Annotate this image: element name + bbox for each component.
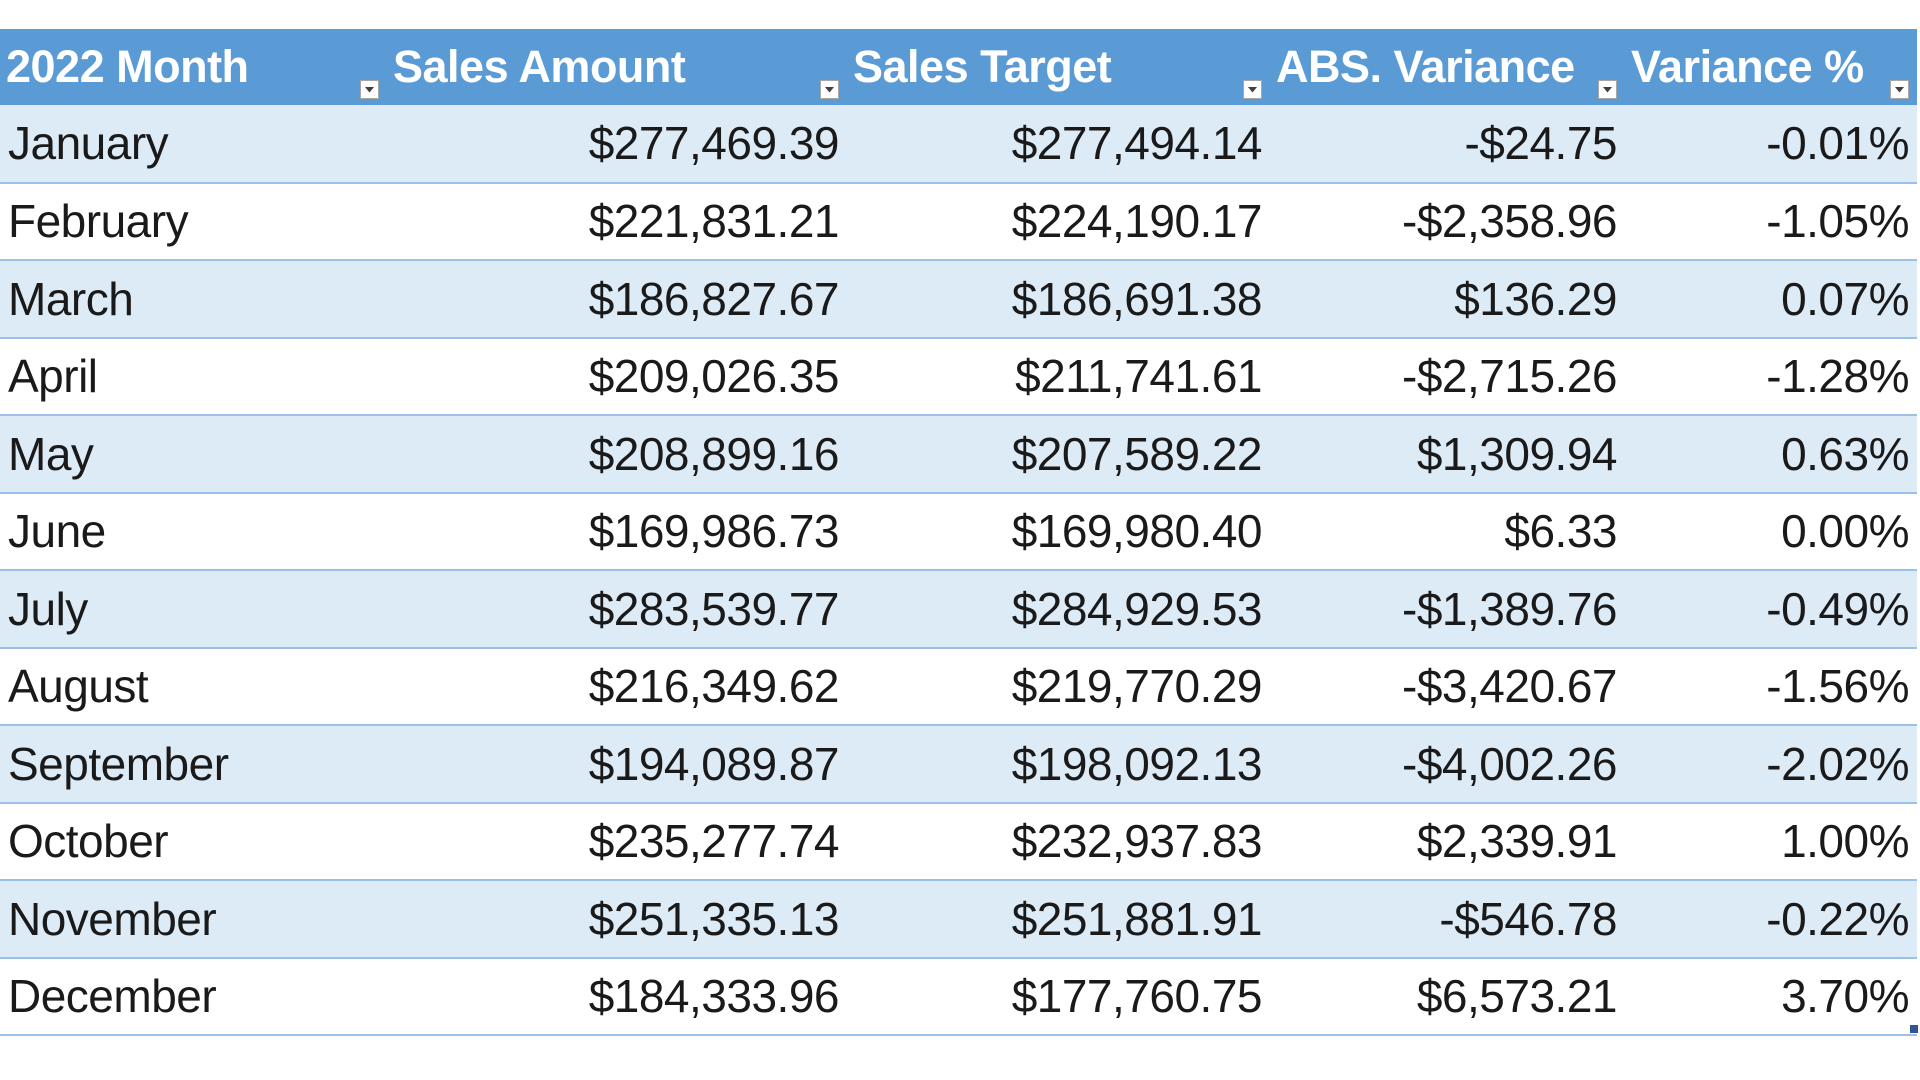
cell-sales-target[interactable]: $169,980.40 (847, 492, 1270, 571)
cell-abs-variance[interactable]: $6,573.21 (1270, 957, 1625, 1036)
cell-sales-target[interactable]: $277,494.14 (847, 105, 1270, 184)
cell-abs-variance[interactable]: -$3,420.67 (1270, 647, 1625, 726)
cell-month[interactable]: December (0, 957, 387, 1036)
cell-sales-amount[interactable]: $251,335.13 (387, 880, 847, 959)
table-row: August $216,349.62 $219,770.29 -$3,420.6… (0, 647, 1917, 726)
cell-abs-variance[interactable]: -$2,358.96 (1270, 182, 1625, 261)
cell-sales-amount[interactable]: $216,349.62 (387, 647, 847, 726)
chevron-down-icon (1603, 87, 1612, 93)
excel-table-sheet: 2022 Month Sales Amount Sales Target (0, 29, 1920, 1039)
cell-month[interactable]: November (0, 880, 387, 959)
cell-variance-pct[interactable]: 1.00% (1625, 802, 1917, 881)
filter-dropdown-button[interactable] (1243, 80, 1262, 99)
cell-sales-target[interactable]: $224,190.17 (847, 182, 1270, 261)
filter-dropdown-button[interactable] (1598, 80, 1617, 99)
cell-variance-pct[interactable]: -1.56% (1625, 647, 1917, 726)
cell-abs-variance[interactable]: -$4,002.26 (1270, 725, 1625, 804)
cell-month[interactable]: February (0, 182, 387, 261)
cell-sales-amount[interactable]: $169,986.73 (387, 492, 847, 571)
sales-variance-table: 2022 Month Sales Amount Sales Target (0, 29, 1917, 1036)
cell-sales-target[interactable]: $207,589.22 (847, 415, 1270, 494)
filter-dropdown-button[interactable] (360, 80, 379, 99)
cell-month[interactable]: January (0, 105, 387, 184)
cell-month[interactable]: August (0, 647, 387, 726)
table-body: January $277,469.39 $277,494.14 -$24.75 … (0, 105, 1917, 1036)
header-label: Sales Amount (393, 41, 686, 92)
cell-sales-amount[interactable]: $186,827.67 (387, 260, 847, 339)
table-row: January $277,469.39 $277,494.14 -$24.75 … (0, 105, 1917, 184)
cell-variance-pct[interactable]: 0.07% (1625, 260, 1917, 339)
cell-month[interactable]: October (0, 802, 387, 881)
cell-abs-variance[interactable]: $1,309.94 (1270, 415, 1625, 494)
table-row: October $235,277.74 $232,937.83 $2,339.9… (0, 802, 1917, 881)
table-row: September $194,089.87 $198,092.13 -$4,00… (0, 725, 1917, 804)
chevron-down-icon (1248, 87, 1257, 93)
cell-sales-amount[interactable]: $208,899.16 (387, 415, 847, 494)
cell-month[interactable]: September (0, 725, 387, 804)
table-header-row: 2022 Month Sales Amount Sales Target (0, 29, 1917, 105)
cell-month[interactable]: July (0, 570, 387, 649)
chevron-down-icon (825, 87, 834, 93)
cell-sales-target[interactable]: $251,881.91 (847, 880, 1270, 959)
cell-sales-amount[interactable]: $277,469.39 (387, 105, 847, 184)
cell-sales-amount[interactable]: $184,333.96 (387, 957, 847, 1036)
table-row: April $209,026.35 $211,741.61 -$2,715.26… (0, 337, 1917, 416)
cell-abs-variance[interactable]: $2,339.91 (1270, 802, 1625, 881)
cell-month[interactable]: March (0, 260, 387, 339)
table-row: March $186,827.67 $186,691.38 $136.29 0.… (0, 260, 1917, 339)
cell-variance-pct[interactable]: -0.49% (1625, 570, 1917, 649)
cell-abs-variance[interactable]: -$1,389.76 (1270, 570, 1625, 649)
cell-sales-target[interactable]: $284,929.53 (847, 570, 1270, 649)
cell-month[interactable]: May (0, 415, 387, 494)
table-row: December $184,333.96 $177,760.75 $6,573.… (0, 957, 1917, 1036)
header-month[interactable]: 2022 Month (0, 29, 387, 105)
cell-variance-pct[interactable]: -0.01% (1625, 105, 1917, 184)
table-row: November $251,335.13 $251,881.91 -$546.7… (0, 880, 1917, 959)
header-label: 2022 Month (6, 41, 249, 92)
cell-abs-variance[interactable]: $6.33 (1270, 492, 1625, 571)
cell-sales-target[interactable]: $211,741.61 (847, 337, 1270, 416)
cell-abs-variance[interactable]: -$546.78 (1270, 880, 1625, 959)
header-sales-target[interactable]: Sales Target (847, 29, 1270, 105)
cell-abs-variance[interactable]: -$24.75 (1270, 105, 1625, 184)
cell-sales-amount[interactable]: $209,026.35 (387, 337, 847, 416)
cell-variance-pct[interactable]: 3.70% (1625, 957, 1917, 1036)
cell-variance-pct[interactable]: -0.22% (1625, 880, 1917, 959)
cell-month[interactable]: June (0, 492, 387, 571)
cell-abs-variance[interactable]: -$2,715.26 (1270, 337, 1625, 416)
table-row: June $169,986.73 $169,980.40 $6.33 0.00% (0, 492, 1917, 571)
cell-variance-pct[interactable]: -1.05% (1625, 182, 1917, 261)
filter-dropdown-button[interactable] (1890, 80, 1909, 99)
cell-sales-amount[interactable]: $194,089.87 (387, 725, 847, 804)
header-label: ABS. Variance (1276, 41, 1575, 92)
header-sales-amount[interactable]: Sales Amount (387, 29, 847, 105)
chevron-down-icon (1895, 87, 1904, 93)
cell-sales-target[interactable]: $186,691.38 (847, 260, 1270, 339)
cell-sales-amount[interactable]: $235,277.74 (387, 802, 847, 881)
cell-sales-amount[interactable]: $283,539.77 (387, 570, 847, 649)
cell-sales-target[interactable]: $177,760.75 (847, 957, 1270, 1036)
chevron-down-icon (365, 87, 374, 93)
cell-sales-target[interactable]: $198,092.13 (847, 725, 1270, 804)
table-row: February $221,831.21 $224,190.17 -$2,358… (0, 182, 1917, 261)
cell-variance-pct[interactable]: 0.00% (1625, 492, 1917, 571)
cell-sales-target[interactable]: $219,770.29 (847, 647, 1270, 726)
cell-sales-target[interactable]: $232,937.83 (847, 802, 1270, 881)
cell-abs-variance[interactable]: $136.29 (1270, 260, 1625, 339)
filter-dropdown-button[interactable] (820, 80, 839, 99)
cell-sales-amount[interactable]: $221,831.21 (387, 182, 847, 261)
cell-variance-pct[interactable]: 0.63% (1625, 415, 1917, 494)
header-label: Variance % (1631, 41, 1864, 92)
header-label: Sales Target (853, 41, 1112, 92)
cell-variance-pct[interactable]: -1.28% (1625, 337, 1917, 416)
cell-variance-pct[interactable]: -2.02% (1625, 725, 1917, 804)
table-row: May $208,899.16 $207,589.22 $1,309.94 0.… (0, 415, 1917, 494)
cell-month[interactable]: April (0, 337, 387, 416)
table-resize-handle[interactable] (1910, 1025, 1918, 1033)
table-row: July $283,539.77 $284,929.53 -$1,389.76 … (0, 570, 1917, 649)
header-abs-variance[interactable]: ABS. Variance (1270, 29, 1625, 105)
header-variance-pct[interactable]: Variance % (1625, 29, 1917, 105)
